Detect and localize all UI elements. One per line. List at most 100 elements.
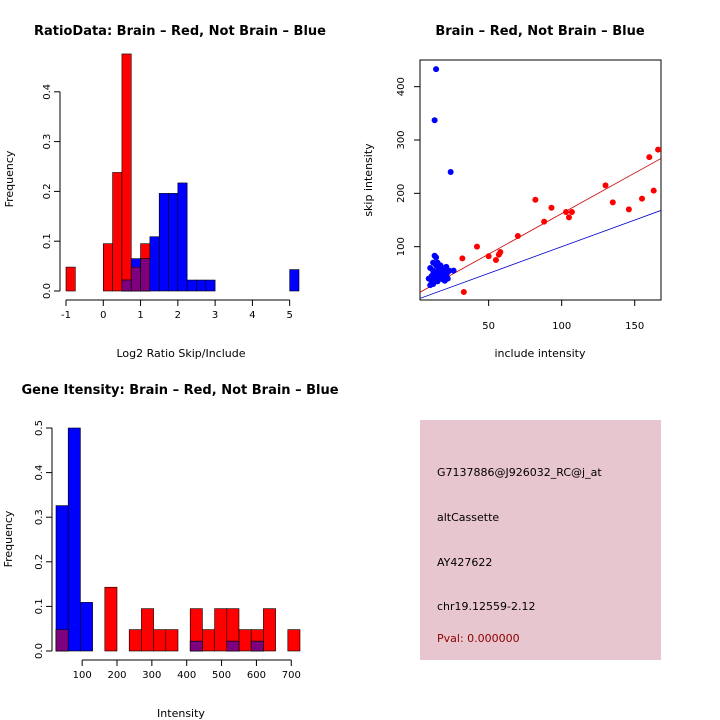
blue-point (450, 267, 457, 274)
blue-point (444, 275, 451, 282)
overlap-bar (55, 629, 69, 652)
red-bar (238, 629, 252, 652)
overlap-bar (250, 640, 264, 652)
fit-lines (420, 158, 661, 299)
blue-point (434, 278, 441, 285)
scatter-plot-frame (419, 59, 662, 301)
blue-bar (149, 236, 160, 292)
y-tick-label: 100 (396, 237, 407, 256)
y-tick-label: 200 (396, 184, 407, 203)
blue-point (427, 282, 434, 289)
x-tick-label: 100 (552, 321, 571, 332)
red-bar (102, 243, 113, 292)
y-tick-label: 0.4 (42, 84, 53, 100)
ratio-histogram-ylabel: Frequency (3, 150, 16, 207)
y-tick-label: 300 (396, 130, 407, 149)
y-tick-label: 0.2 (42, 183, 53, 199)
blue-bar (67, 427, 81, 652)
red-point (460, 289, 467, 295)
red-bar (128, 629, 142, 652)
red-point (655, 146, 662, 153)
gene-histogram-title: Gene Itensity: Brain – Red, Not Brain – … (21, 383, 338, 398)
red-bar (112, 172, 123, 292)
red-point (532, 196, 539, 203)
red-point (473, 243, 480, 250)
red-point (492, 257, 499, 263)
ratio-histogram-title: RatioData: Brain – Red, Not Brain – Blue (34, 24, 326, 39)
info-probe-id: G7137886@J926032_RC@j_at (437, 466, 602, 479)
ratio-histogram-xlabel: Log2 Ratio Skip/Include (116, 347, 245, 360)
blue-bar (177, 182, 188, 292)
y-tick-label: 0.3 (42, 134, 53, 150)
y-tick-label: 0.3 (34, 509, 45, 525)
gene-intensity-histogram: Gene Itensity: Brain – Red, Not Brain – … (2, 383, 339, 720)
x-tick-label: 700 (282, 670, 301, 681)
x-tick-label: 400 (177, 670, 196, 681)
y-tick-label: 0.0 (34, 643, 45, 659)
info-pval: Pval: 0.000000 (437, 632, 520, 645)
blue-bar (289, 269, 300, 292)
x-tick-label: 200 (107, 670, 126, 681)
blue-bar (80, 602, 93, 652)
x-tick-label: 1 (137, 310, 143, 321)
blue-bar (158, 193, 169, 292)
info-accession: AY427622 (437, 556, 492, 569)
overlap-bar (121, 279, 132, 292)
intensity-scatter: Brain – Red, Not Brain – Blue include in… (362, 24, 662, 360)
y-tick-label: 0.1 (42, 233, 53, 249)
x-tick-label: 150 (625, 321, 644, 332)
blue-bar (168, 193, 179, 292)
ratio-histogram: RatioData: Brain – Red, Not Brain – Blue… (3, 24, 326, 360)
x-tick-label: 5 (286, 310, 292, 321)
red-point (646, 154, 653, 161)
red-point (650, 187, 657, 194)
red-fit-line (420, 158, 661, 293)
red-bar (153, 629, 167, 652)
blue-point (447, 169, 454, 175)
red-point (625, 206, 632, 213)
red-point (565, 214, 572, 221)
red-point (602, 182, 609, 189)
red-point (459, 255, 466, 262)
blue-point (438, 265, 445, 271)
y-tick-label: 0.1 (34, 598, 45, 614)
red-point (485, 253, 492, 260)
overlap-bar (226, 640, 240, 652)
red-bar (165, 629, 179, 652)
red-bar (287, 629, 301, 652)
blue-point (433, 254, 440, 261)
x-tick-label: 300 (142, 670, 161, 681)
info-event-type: altCassette (437, 511, 499, 524)
overlap-bar (189, 640, 203, 652)
identity-line (420, 210, 661, 299)
y-tick-label: 0.5 (34, 420, 45, 436)
x-tick-label: 0 (100, 310, 106, 321)
red-point (568, 209, 575, 215)
red-bar (141, 608, 154, 652)
x-tick-label: 3 (212, 310, 218, 321)
red-point (548, 204, 555, 211)
red-bar (263, 608, 276, 652)
x-tick-label: 50 (482, 321, 495, 332)
info-panel-background (420, 420, 661, 660)
overlap-bar (130, 266, 141, 292)
y-tick-label: 0.2 (34, 554, 45, 570)
red-bar (214, 608, 228, 652)
red-bar (65, 266, 76, 292)
x-tick-label: 100 (73, 670, 92, 681)
blue-bar (186, 279, 197, 292)
red-point (563, 209, 570, 215)
blue-point (433, 66, 440, 73)
x-tick-label: 600 (247, 670, 266, 681)
red-bar (104, 586, 118, 652)
red-point (497, 249, 504, 255)
info-panel: G7137886@J926032_RC@j_at altCassette AY4… (420, 420, 661, 660)
y-tick-label: 0.0 (42, 283, 53, 299)
blue-bar (196, 279, 207, 292)
red-point (514, 233, 521, 239)
red-bar (121, 53, 132, 292)
red-point (541, 218, 548, 225)
red-point (609, 199, 616, 206)
blue-point (431, 117, 438, 124)
